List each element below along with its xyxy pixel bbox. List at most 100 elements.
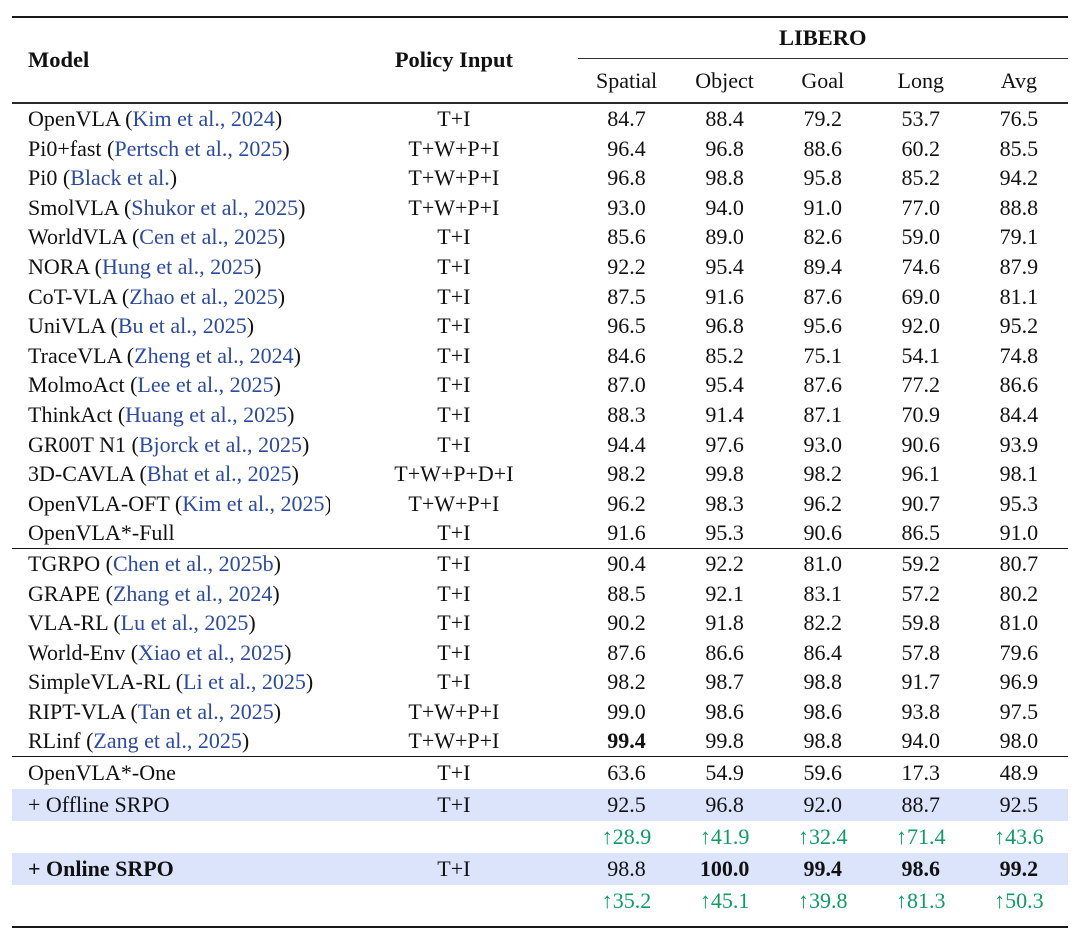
model-name: TGRPO bbox=[28, 550, 101, 576]
score-cell: 54.1 bbox=[901, 342, 941, 368]
score-cell: 48.9 bbox=[999, 760, 1039, 786]
citation-link[interactable]: Lu et al., 2025 bbox=[120, 610, 249, 636]
model-name: WorldVLA bbox=[28, 224, 127, 250]
table-row: TGRPO (Chen et al., 2025b) T+I 90.4 92.2 81.… bbox=[12, 548, 1068, 578]
score-cell: 94.0 bbox=[705, 194, 744, 220]
table-row: 3D-CAVLA (Bhat et al., 2025) T+W+P+D+I 98.… bbox=[12, 459, 1068, 489]
citation-link[interactable]: Chen et al., 2025b bbox=[112, 550, 274, 576]
score-cell: 89.4 bbox=[803, 253, 842, 279]
model-cell: 3D-CAVLA (Bhat et al., 2025) bbox=[28, 461, 299, 487]
citation-link[interactable]: Huang et al., 2025 bbox=[125, 401, 288, 427]
policy-input-cell: T+W+P+I bbox=[408, 698, 500, 724]
score-cell: 91.8 bbox=[705, 610, 744, 636]
score-cell: 90.2 bbox=[607, 610, 646, 636]
citation-link[interactable]: Bhat et al., 2025 bbox=[146, 461, 292, 487]
citation-link[interactable]: Kim et al., 2025 bbox=[182, 490, 325, 516]
score-cell: 92.1 bbox=[705, 580, 744, 606]
model-cell: WorldVLA (Cen et al., 2025) bbox=[28, 224, 286, 250]
citation-link[interactable]: Li et al., 2025 bbox=[183, 669, 306, 695]
header-row-top: Model Policy Input LIBERO bbox=[12, 17, 1068, 72]
improvement-delta-row: ↑28.9 ↑41.9 ↑32.4 ↑71.4 ↑43.6 bbox=[12, 821, 1068, 853]
model-name: + Online SRPO bbox=[28, 856, 174, 882]
score-cell: 83.1 bbox=[803, 580, 842, 606]
model-name: GRAPE bbox=[28, 580, 101, 606]
score-cell: 84.6 bbox=[607, 342, 646, 368]
citation-link[interactable]: Lee et al., 2025 bbox=[137, 372, 274, 398]
score-cell: 85.6 bbox=[607, 224, 646, 250]
citation-link[interactable]: Zhao et al., 2025 bbox=[129, 283, 278, 309]
policy-input-cell: T+I bbox=[437, 283, 471, 309]
column-header-spatial: Spatial bbox=[595, 67, 658, 93]
citation-link[interactable]: Bjorck et al., 2025 bbox=[138, 431, 302, 457]
score-cell: 91.7 bbox=[901, 669, 941, 695]
table-row: ThinkAct (Huang et al., 2025) T+I 88.3 91.4… bbox=[12, 400, 1068, 430]
score-cell: 99.2 bbox=[969, 853, 1068, 886]
score-cell: 86.4 bbox=[803, 639, 842, 665]
model-name: GR00T N1 bbox=[28, 431, 126, 457]
policy-input-cell: T+I bbox=[437, 431, 471, 457]
citation-link[interactable]: Bu et al., 2025 bbox=[117, 313, 247, 339]
model-cell: GR00T N1 (Bjorck et al., 2025) bbox=[28, 431, 310, 457]
score-cell: 99.0 bbox=[607, 698, 646, 724]
citation-link[interactable]: Zang et al., 2025 bbox=[93, 728, 242, 754]
citation-link[interactable]: Zheng et al., 2024 bbox=[134, 342, 294, 368]
score-cell: 86.5 bbox=[901, 520, 941, 546]
score-cell: 93.8 bbox=[901, 698, 941, 724]
citation-link[interactable]: Kim et al., 2024 bbox=[132, 106, 275, 131]
score-cell: 87.6 bbox=[803, 372, 842, 398]
score-cell: 77.2 bbox=[901, 372, 941, 398]
citation-link[interactable]: Pertsch et al., 2025 bbox=[114, 135, 283, 161]
policy-input-cell: T+I bbox=[437, 313, 471, 339]
policy-input-cell: T+W+P+I bbox=[408, 165, 500, 191]
benchmark-results-table: Model Policy Input LIBERO Spatial Object… bbox=[12, 16, 1068, 929]
score-cell: 98.8 bbox=[803, 728, 842, 754]
column-header-goal: Goal bbox=[801, 67, 845, 93]
score-cell: 59.6 bbox=[803, 760, 842, 786]
score-cell: 96.2 bbox=[803, 490, 842, 516]
score-cell: 96.2 bbox=[607, 490, 646, 516]
score-cell: 95.8 bbox=[803, 165, 842, 191]
citation-link[interactable]: Shukor et al., 2025 bbox=[131, 194, 299, 220]
policy-input-cell: T+I bbox=[437, 639, 471, 665]
score-cell: 84.4 bbox=[999, 401, 1039, 427]
model-name: OpenVLA*-Full bbox=[28, 520, 175, 546]
score-cell: 95.3 bbox=[999, 490, 1039, 516]
delta-score-cell: ↑71.4 bbox=[896, 824, 946, 850]
policy-input-cell: T+I bbox=[437, 401, 471, 427]
model-cell: + Online SRPO bbox=[12, 853, 331, 886]
score-cell: 96.8 bbox=[607, 165, 646, 191]
score-cell: 95.4 bbox=[705, 372, 744, 398]
delta-score-cell: ↑43.6 bbox=[994, 824, 1044, 850]
policy-input-cell: T+I bbox=[437, 550, 471, 576]
score-cell: 95.2 bbox=[999, 313, 1039, 339]
score-cell: 87.6 bbox=[803, 283, 842, 309]
score-cell: 80.2 bbox=[999, 580, 1039, 606]
score-cell: 96.8 bbox=[705, 313, 744, 339]
model-name: CoT-VLA bbox=[28, 283, 117, 309]
citation-link[interactable]: Zhang et al., 2024 bbox=[112, 580, 273, 606]
citation-link[interactable]: Cen et al., 2025 bbox=[139, 224, 278, 250]
table-row: CoT-VLA (Zhao et al., 2025) T+I 87.5 91.6 87… bbox=[12, 282, 1068, 312]
citation-link[interactable]: Tan et al., 2025 bbox=[137, 698, 274, 724]
policy-input-cell: T+I bbox=[437, 669, 471, 695]
policy-input-cell: T+I bbox=[437, 342, 471, 368]
column-header-policy-input: Policy Input bbox=[394, 47, 513, 72]
model-cell: NORA (Hung et al., 2025) bbox=[28, 253, 262, 279]
citation-link[interactable]: Xiao et al., 2025 bbox=[138, 639, 285, 665]
score-cell: 91.4 bbox=[705, 401, 744, 427]
score-cell: 96.4 bbox=[607, 135, 646, 161]
score-cell: 98.2 bbox=[607, 461, 646, 487]
row-group-srpo-ours: OpenVLA*-One T+I 63.6 54.9 59.6 17.3 48.9 + Off… bbox=[12, 756, 1068, 928]
score-cell: 84.7 bbox=[607, 106, 646, 131]
citation-link[interactable]: Hung et al., 2025 bbox=[101, 253, 255, 279]
score-cell: 86.6 bbox=[999, 372, 1039, 398]
citation-link[interactable]: Black et al. bbox=[70, 165, 170, 191]
model-cell: RIPT-VLA (Tan et al., 2025) bbox=[28, 698, 282, 724]
policy-input-cell: T+W+P+I bbox=[408, 194, 500, 220]
score-cell: 93.0 bbox=[803, 431, 842, 457]
model-cell: OpenVLA (Kim et al., 2024) bbox=[28, 106, 283, 131]
score-cell: 95.3 bbox=[705, 520, 744, 546]
policy-input-cell: T+I bbox=[437, 580, 471, 606]
table-row: + Online SRPO T+I 98.8 100.0 99.4 98.6 99.2 bbox=[12, 853, 1068, 886]
score-cell: 99.4 bbox=[773, 853, 872, 886]
